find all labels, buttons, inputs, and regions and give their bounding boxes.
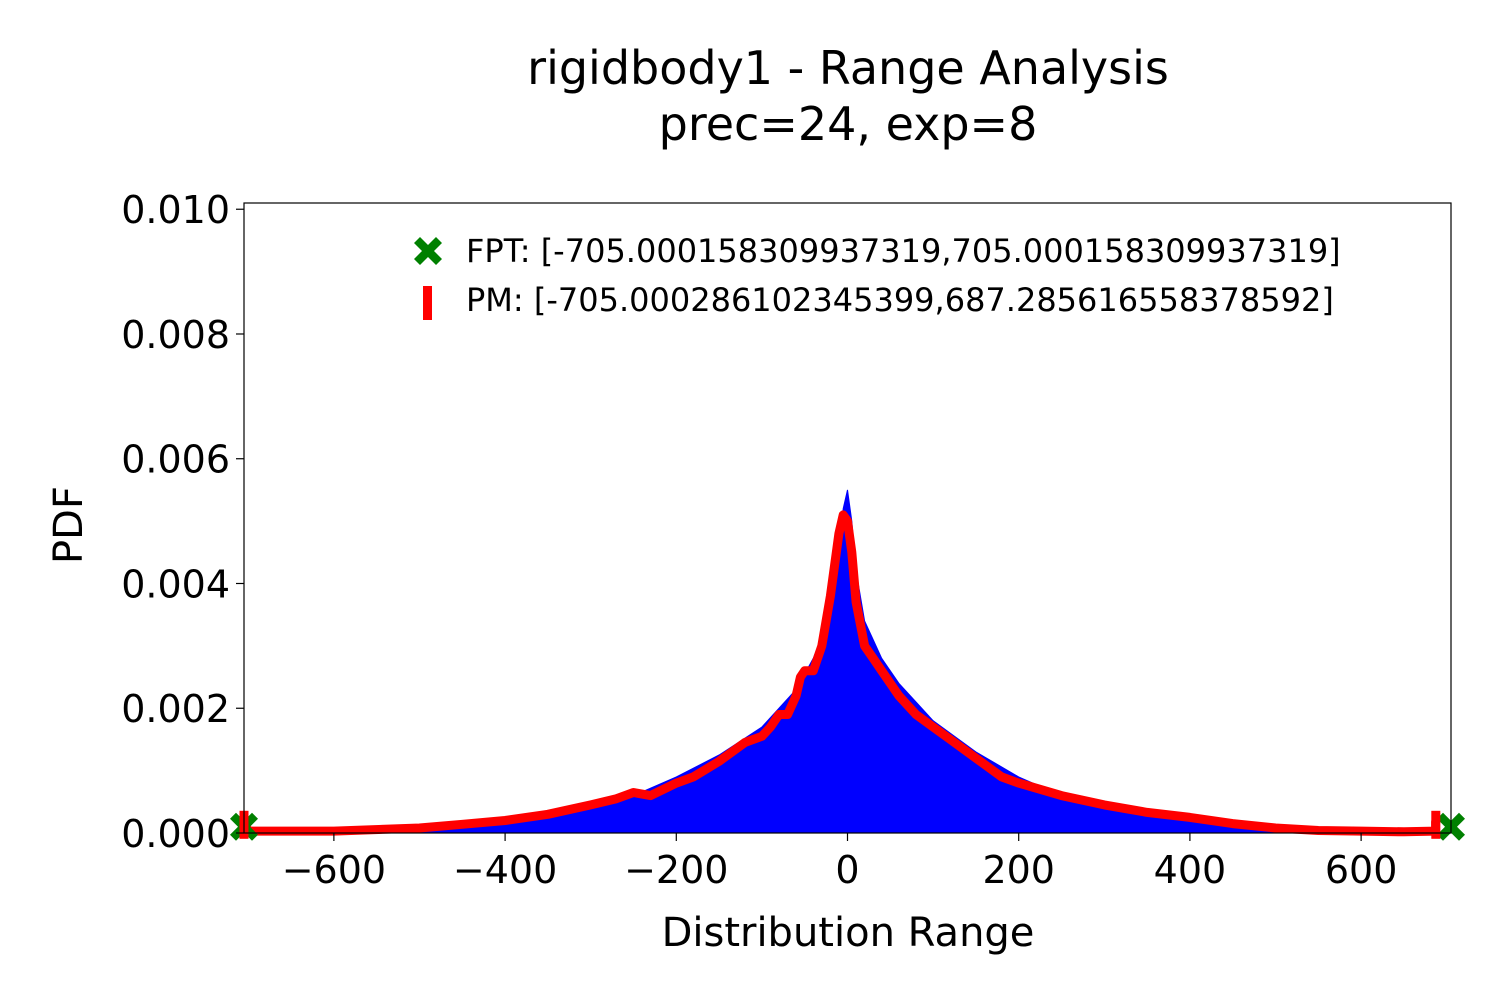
y-tick-label: 0.008 [121, 313, 230, 357]
x-tick-label: 600 [1325, 848, 1398, 892]
x-tick-label: 400 [1154, 848, 1227, 892]
x-tick-label: −600 [282, 848, 386, 892]
y-axis-label: PDF [46, 486, 92, 564]
x-tick-label: 0 [835, 848, 859, 892]
chart-subtitle: prec=24, exp=8 [659, 97, 1038, 151]
legend-pm-label: PM: [-705.000286102345399,687.2856165583… [466, 281, 1334, 319]
x-axis-label: Distribution Range [662, 910, 1035, 956]
y-tick-label: 0.000 [121, 812, 230, 856]
chart-title: rigidbody1 - Range Analysis [527, 41, 1169, 95]
pdf-curve [239, 510, 1441, 837]
y-tick-label: 0.010 [121, 188, 230, 232]
legend-fpt-label: FPT: [-705.000158309937319,705.000158309… [466, 232, 1341, 270]
legend: FPT: [-705.000158309937319,705.000158309… [414, 232, 1341, 320]
legend-pm-marker [423, 286, 432, 320]
x-tick-label: −200 [624, 848, 728, 892]
y-tick-label: 0.006 [121, 438, 230, 482]
x-tick-label: 200 [982, 848, 1055, 892]
x-axis: −600 −400 −200 0 200 400 600 [282, 833, 1398, 892]
y-tick-label: 0.004 [121, 562, 230, 606]
y-axis: 0.000 0.002 0.004 0.006 0.008 0.010 [121, 188, 244, 856]
pm-marker [1431, 810, 1441, 839]
legend-fpt-marker [414, 237, 442, 265]
x-tick-label: −400 [453, 848, 557, 892]
y-tick-label: 0.002 [121, 687, 230, 731]
